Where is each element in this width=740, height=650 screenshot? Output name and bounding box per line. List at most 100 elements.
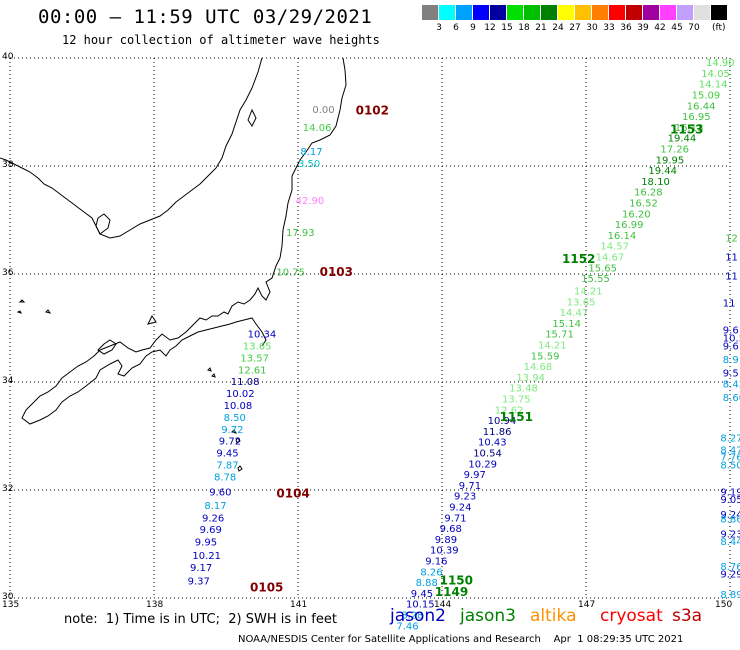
legend-label: 6 [453,23,459,33]
swh-value: 19.44 [648,166,677,177]
swh-value: 9.37 [188,577,210,588]
swh-value: 14.05 [701,69,730,80]
swh-value: 15.55 [581,274,610,285]
swh-value-edge: 11 [723,298,736,309]
lat-label: 34 [2,376,14,386]
legend-label: 3 [436,23,442,33]
pass-id-label: 1151 [500,410,533,424]
swh-value-edge: 8.89 [720,590,740,601]
legend-unit: (ft) [712,23,726,33]
legend-swatch [694,5,710,20]
legend-swatch [524,5,540,20]
swh-value: 9.24 [449,503,471,514]
legend-swatch [439,5,455,20]
legend-swatch [660,5,676,20]
swh-value: 14.06 [303,123,332,134]
coastline-sado [247,108,257,127]
swh-value: 14.14 [699,80,728,91]
swh-value: 15.14 [552,319,581,330]
legend-swatch [643,5,659,20]
coastline-bays [97,315,157,355]
footer-note: note: 1) Time is in UTC; 2) SWH is in fe… [64,612,337,627]
swh-value: 13.65 [567,297,596,308]
swh-value: 9.69 [200,525,222,536]
legend-swatch [677,5,693,20]
swh-value: 9.95 [195,538,217,549]
swh-value-edge: 9.6 [723,325,739,336]
swh-value: 14.67 [596,253,625,264]
coastline-noto [95,213,111,235]
altimeter-tracks: 0.0014.068.173.5042.9017.9310.7510.3413.… [188,58,740,632]
swh-value: 18.10 [641,177,670,188]
swh-value: 14.47 [560,308,589,319]
lat-label: 32 [2,484,14,494]
swh-value: 12.62 [495,405,524,416]
swh-value: 0.00 [312,105,334,116]
swh-value-edge: 8.86 [720,514,740,525]
swh-value: 10.08 [224,401,253,412]
swh-value: 13.65 [243,342,272,353]
footer-credit: NOAA/NESDIS Center for Satellite Applica… [238,634,684,645]
lat-label: 36 [2,268,14,278]
satellite-s3a: s3a [672,606,703,626]
swh-value: 10.54 [473,449,502,460]
swh-value: 7.87 [216,460,238,471]
swh-value: 9.89 [435,535,457,546]
legend-swatch [626,5,642,20]
legend-label: 9 [470,23,476,33]
swh-value: 16.95 [682,112,711,123]
swh-value-edge: 12 [725,234,738,245]
pass-id-label: 1152 [562,252,595,266]
legend-label: 42 [654,23,666,33]
legend-label: 70 [688,23,700,33]
legend-swatch [456,5,472,20]
coastline-japan-sea [0,57,263,239]
satellite-jason2: jason2 [390,606,446,626]
swh-value: 13.75 [502,395,531,406]
swh-value: 8.17 [204,501,226,512]
swh-value: 16.99 [615,220,644,231]
legend-label: 33 [603,23,615,33]
pass-id-label: 0103 [320,265,353,279]
swh-value: 15.59 [531,351,560,362]
coastline-izu-islands [207,367,243,472]
pass-id-label: 0104 [276,487,309,501]
swh-value: 8.28 [401,611,423,622]
swh-value-edge: 11 [725,271,738,282]
lat-lon-grid [9,57,731,599]
coastline [0,57,347,472]
swh-value: 10.39 [430,546,459,557]
swh-value-edge: 9.19 [720,487,740,498]
swh-value: 9.68 [440,524,462,535]
legend-label: 21 [535,23,547,33]
swh-value: 8.88 [416,578,438,589]
lon-label: 144 [434,600,452,610]
swh-value-edge: 8.44 [720,537,740,548]
swh-value: 10.43 [478,438,507,449]
legend-label: 24 [552,23,564,33]
legend-label: 18 [518,23,530,33]
swh-value: 19.95 [656,155,685,166]
lat-label: 38 [2,160,14,170]
swh-value: 9.71 [459,481,481,492]
swh-value-edge: 9.05 [720,495,740,506]
swh-value: 11.08 [231,377,260,388]
swh-value-edge: 9.29 [720,569,740,580]
swh-value: 15.09 [692,91,721,102]
swh-value: 9.97 [464,470,486,481]
swh-value: 9.45 [216,449,238,460]
swh-value: 9.72 [221,425,243,436]
satellite-jason3: jason3 [460,606,516,626]
swh-value: 10.29 [468,459,497,470]
swh-value: 16.13 [675,123,704,134]
lon-label: 138 [146,600,164,610]
swh-value: 9.71 [444,513,466,524]
swh-value: 10.75 [276,268,305,279]
swh-value: 10.15 [406,600,435,611]
lon-label: 135 [2,600,20,610]
swh-value: 12.61 [238,365,267,376]
swh-value-edge: 7.76 [720,452,740,463]
swh-value-edge: 8.50 [720,460,740,471]
swh-value: 3.50 [298,159,320,170]
legend-swatch [711,5,727,20]
